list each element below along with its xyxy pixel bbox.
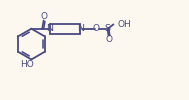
Text: HO: HO xyxy=(20,60,34,69)
Text: N: N xyxy=(77,24,84,33)
Text: O: O xyxy=(106,34,113,44)
Text: N: N xyxy=(46,24,53,33)
Text: O: O xyxy=(93,24,100,33)
Text: S: S xyxy=(104,24,110,33)
Text: OH: OH xyxy=(117,20,131,28)
Text: O: O xyxy=(41,12,48,21)
